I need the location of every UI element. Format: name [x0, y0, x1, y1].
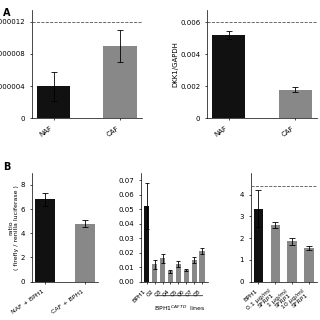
Text: A: A	[3, 8, 11, 18]
Bar	[184, 270, 189, 282]
Bar	[37, 86, 70, 118]
Bar	[35, 199, 55, 282]
Text: BPH1$^{CAFTD}$  lines: BPH1$^{CAFTD}$ lines	[154, 303, 206, 313]
Bar	[287, 241, 297, 282]
Text: B: B	[3, 162, 11, 172]
Bar	[103, 46, 137, 118]
Y-axis label: DKK1/GAPDH: DKK1/GAPDH	[173, 41, 179, 87]
Bar	[253, 209, 263, 282]
Bar	[176, 264, 181, 282]
Bar	[212, 35, 245, 118]
Bar	[168, 271, 173, 282]
Bar	[75, 224, 95, 282]
Bar	[270, 225, 280, 282]
Bar	[304, 248, 314, 282]
Bar	[199, 251, 204, 282]
Bar	[191, 260, 196, 282]
Bar	[279, 90, 312, 118]
Y-axis label: ratio
( firefly / renilla luciferase ): ratio ( firefly / renilla luciferase )	[8, 185, 19, 270]
Bar	[152, 264, 157, 282]
Bar	[144, 206, 149, 282]
Bar	[160, 258, 165, 282]
